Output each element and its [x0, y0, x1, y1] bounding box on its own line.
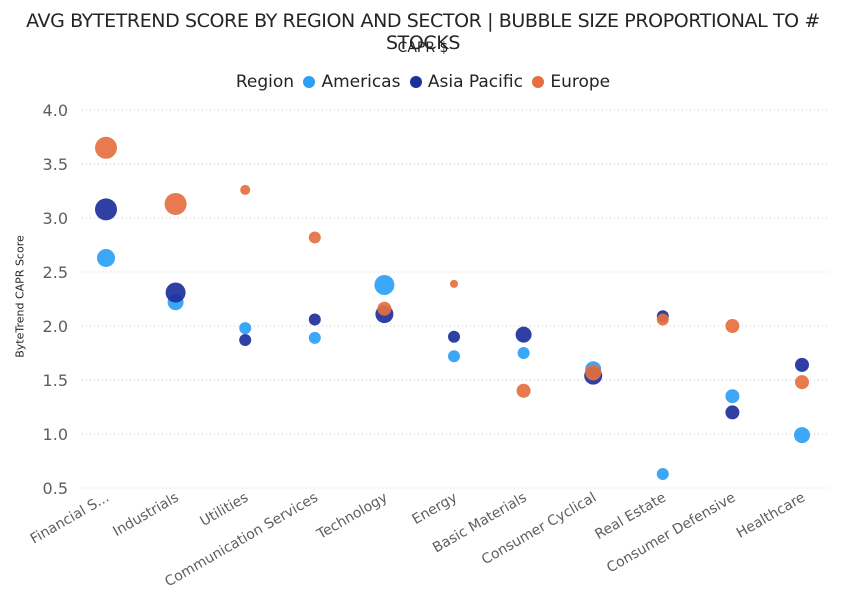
- chart-subtitle: CAPR $: [397, 40, 449, 56]
- bubble-americas[interactable]: [374, 274, 395, 295]
- bubble-europe[interactable]: [308, 231, 321, 244]
- y-tick-label: 3.0: [43, 209, 68, 228]
- y-tick-label: 0.5: [43, 479, 68, 498]
- legend-label-asia-pacific: Asia Pacific: [427, 72, 523, 92]
- bubble-europe[interactable]: [164, 192, 187, 215]
- x-tick-label: Consumer Defensive: [604, 490, 738, 577]
- legend-item-europe[interactable]: Europe: [532, 72, 610, 92]
- y-tick-label: 2.5: [43, 263, 68, 282]
- bubble-asia-pacific[interactable]: [165, 282, 186, 303]
- y-tick-label: 1.5: [43, 371, 68, 390]
- bubble-americas[interactable]: [794, 427, 810, 444]
- y-tick-label: 1.0: [43, 425, 68, 444]
- y-tick-label: 3.5: [43, 155, 68, 174]
- x-tick-label: Energy: [410, 490, 460, 528]
- x-tick-label: Industrials: [110, 490, 181, 540]
- bubble-americas[interactable]: [308, 331, 321, 344]
- bubble-asia-pacific[interactable]: [795, 357, 809, 372]
- bubble-europe[interactable]: [450, 279, 458, 288]
- bubble-asia-pacific[interactable]: [239, 334, 252, 347]
- bubble-europe[interactable]: [377, 301, 392, 316]
- x-tick-label: Consumer Cyclical: [479, 490, 599, 569]
- x-tick-label: Utilities: [198, 490, 252, 530]
- chart-title: AVG BYTETREND SCORE BY REGION AND SECTOR…: [26, 10, 820, 54]
- bubble-europe[interactable]: [795, 375, 809, 390]
- bubble-americas[interactable]: [725, 389, 740, 404]
- bubble-americas[interactable]: [448, 350, 460, 363]
- legend-item-asia-pacific[interactable]: Asia Pacific: [409, 72, 523, 92]
- bubble-americas[interactable]: [517, 347, 530, 359]
- bubble-americas[interactable]: [239, 322, 252, 335]
- legend-marker-europe: [532, 76, 545, 88]
- bubble-americas[interactable]: [656, 467, 669, 480]
- bubble-asia-pacific[interactable]: [725, 405, 740, 420]
- legend[interactable]: Region Americas Asia Pacific Europe: [0, 72, 846, 92]
- x-tick-label: Technology: [314, 490, 391, 544]
- bubble-asia-pacific[interactable]: [308, 313, 321, 326]
- bubble-asia-pacific[interactable]: [515, 326, 532, 343]
- bubble-europe[interactable]: [240, 184, 251, 195]
- bubble-europe[interactable]: [585, 364, 602, 381]
- y-tick-label: 2.0: [43, 317, 68, 336]
- bubble-asia-pacific[interactable]: [448, 330, 460, 343]
- legend-item-americas[interactable]: Americas: [303, 72, 400, 92]
- legend-marker-americas: [303, 76, 316, 88]
- bubble-asia-pacific[interactable]: [95, 198, 117, 221]
- bubble-europe[interactable]: [725, 319, 740, 333]
- legend-marker-asia-pacific: [409, 76, 422, 88]
- legend-label-americas: Americas: [321, 72, 401, 92]
- legend-title: Region: [235, 72, 295, 92]
- bubble-americas[interactable]: [97, 248, 115, 267]
- x-tick-label: Financial S...: [28, 490, 112, 548]
- x-tick-label: Healthcare: [734, 490, 808, 542]
- bubble-europe[interactable]: [656, 313, 669, 326]
- y-tick-label: 4.0: [43, 101, 68, 120]
- bubble-europe[interactable]: [516, 383, 531, 398]
- legend-label-europe: Europe: [550, 72, 611, 92]
- bubble-europe[interactable]: [95, 136, 117, 159]
